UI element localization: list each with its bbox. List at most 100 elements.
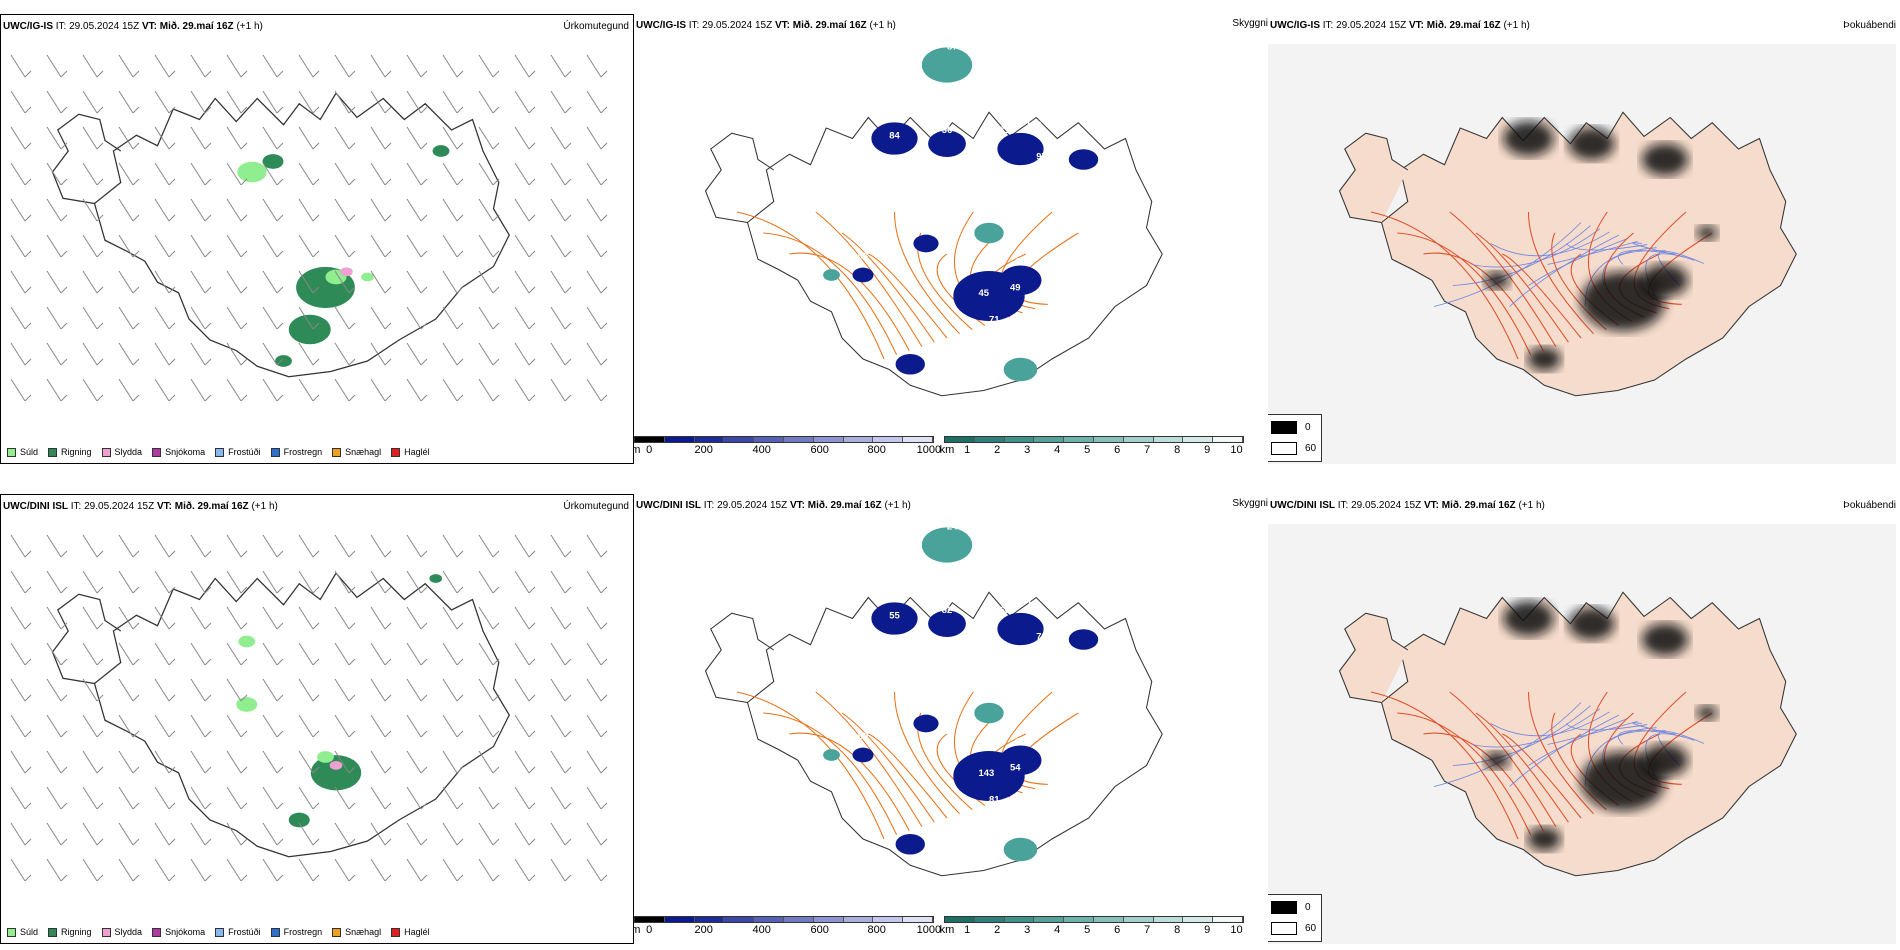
low-cloud-area bbox=[871, 602, 918, 635]
wind-barb bbox=[46, 858, 62, 882]
wind-barb bbox=[118, 750, 134, 774]
wind-barb bbox=[226, 678, 242, 702]
wind-barb bbox=[226, 198, 242, 222]
wind-barb bbox=[82, 570, 98, 594]
fog-high-area bbox=[1641, 264, 1689, 297]
wind-barb bbox=[46, 786, 62, 810]
road-line bbox=[763, 232, 898, 356]
wind-barb bbox=[154, 306, 170, 330]
road-line bbox=[789, 252, 910, 351]
wind-barb bbox=[478, 750, 494, 774]
cloud-height-label: 54 bbox=[1010, 763, 1021, 774]
wind-barb bbox=[82, 714, 98, 738]
wind-barb bbox=[442, 858, 458, 882]
wind-barb bbox=[118, 378, 134, 402]
wind-barb bbox=[550, 54, 566, 78]
fog-scale-legend: 0 60 bbox=[1268, 894, 1322, 942]
wind-barb bbox=[550, 306, 566, 330]
wind-barb bbox=[370, 858, 386, 882]
wind-barb bbox=[478, 642, 494, 666]
wind-barb bbox=[226, 858, 242, 882]
cloud-height-label: 58 bbox=[958, 99, 969, 110]
wind-barb bbox=[226, 642, 242, 666]
wind-barb bbox=[118, 714, 134, 738]
cloud-panel-2: UWC/DINI ISL IT: 29.05.2024 15Z VT: Mið.… bbox=[634, 494, 1268, 944]
wind-barb bbox=[154, 126, 170, 150]
wind-barb bbox=[370, 270, 386, 294]
wind-barb bbox=[82, 822, 98, 846]
wind-barb bbox=[586, 714, 602, 738]
wind-barb bbox=[298, 534, 314, 558]
wind-barb bbox=[478, 714, 494, 738]
wind-barb bbox=[334, 198, 350, 222]
wind-barb bbox=[478, 90, 494, 114]
wind-barb bbox=[298, 90, 314, 114]
cloud-height-label: 68 bbox=[1052, 125, 1063, 136]
wind-barb bbox=[10, 162, 26, 186]
wind-barb bbox=[190, 570, 206, 594]
wind-barb bbox=[514, 678, 530, 702]
wind-barb bbox=[370, 786, 386, 810]
wind-barb bbox=[10, 342, 26, 366]
wind-barb bbox=[334, 786, 350, 810]
cloud-height-label: 58 bbox=[1052, 605, 1063, 616]
wind-barb bbox=[442, 126, 458, 150]
wind-barb bbox=[370, 234, 386, 258]
wind-barb bbox=[442, 786, 458, 810]
wind-barb bbox=[514, 162, 530, 186]
wind-barb bbox=[118, 822, 134, 846]
precip-area bbox=[432, 145, 450, 157]
cloud-height-label: 86 bbox=[1010, 705, 1021, 716]
panel-title: Þokuábendi bbox=[1843, 500, 1896, 511]
wind-barb bbox=[334, 858, 350, 882]
wind-barb bbox=[262, 750, 278, 774]
wind-barb bbox=[82, 642, 98, 666]
wind-barb bbox=[298, 126, 314, 150]
wind-barb bbox=[478, 342, 494, 366]
wind-barb bbox=[118, 786, 134, 810]
wind-barb bbox=[154, 678, 170, 702]
wind-barb bbox=[226, 126, 242, 150]
wind-barb bbox=[262, 162, 278, 186]
wind-barb bbox=[550, 342, 566, 366]
legend-item: Frostregn bbox=[270, 927, 322, 937]
legend-item: Slydda bbox=[101, 927, 142, 937]
wind-barb bbox=[442, 162, 458, 186]
wind-barb bbox=[298, 642, 314, 666]
road-line bbox=[868, 733, 948, 819]
wind-barb bbox=[82, 678, 98, 702]
legend-item: Rigning bbox=[48, 927, 92, 937]
wind-barb bbox=[442, 378, 458, 402]
wind-barb bbox=[334, 342, 350, 366]
wind-barb bbox=[370, 714, 386, 738]
cloud-height-label: 102 bbox=[1026, 120, 1042, 131]
wind-barb bbox=[118, 198, 134, 222]
legend-item: Rigning bbox=[48, 447, 92, 457]
precip-panel-1: UWC/IG-IS IT: 29.05.2024 15Z VT: Mið. 29… bbox=[0, 14, 634, 464]
wind-barb bbox=[550, 198, 566, 222]
wind-barb bbox=[442, 90, 458, 114]
wind-barb bbox=[334, 570, 350, 594]
wind-barb bbox=[46, 198, 62, 222]
wind-barb bbox=[262, 342, 278, 366]
legend-item: Frostúði bbox=[215, 447, 261, 457]
wind-barb bbox=[262, 570, 278, 594]
wind-barb bbox=[46, 126, 62, 150]
wind-barb bbox=[478, 678, 494, 702]
wind-barb bbox=[550, 126, 566, 150]
wind-barb bbox=[298, 198, 314, 222]
fog-high-area bbox=[1527, 347, 1562, 371]
wind-barb bbox=[586, 786, 602, 810]
low-cloud-area bbox=[895, 833, 925, 855]
wind-barb bbox=[586, 642, 602, 666]
wind-barb bbox=[370, 606, 386, 630]
wind-barb bbox=[226, 54, 242, 78]
precipitation-type-map bbox=[10, 534, 608, 882]
wind-barb bbox=[190, 90, 206, 114]
cloud-height-label: 55 bbox=[889, 611, 900, 622]
cloud-height-label: 51 bbox=[910, 152, 921, 163]
wind-barb bbox=[118, 642, 134, 666]
wind-barb bbox=[226, 606, 242, 630]
wind-barb bbox=[298, 678, 314, 702]
wind-barb bbox=[550, 234, 566, 258]
